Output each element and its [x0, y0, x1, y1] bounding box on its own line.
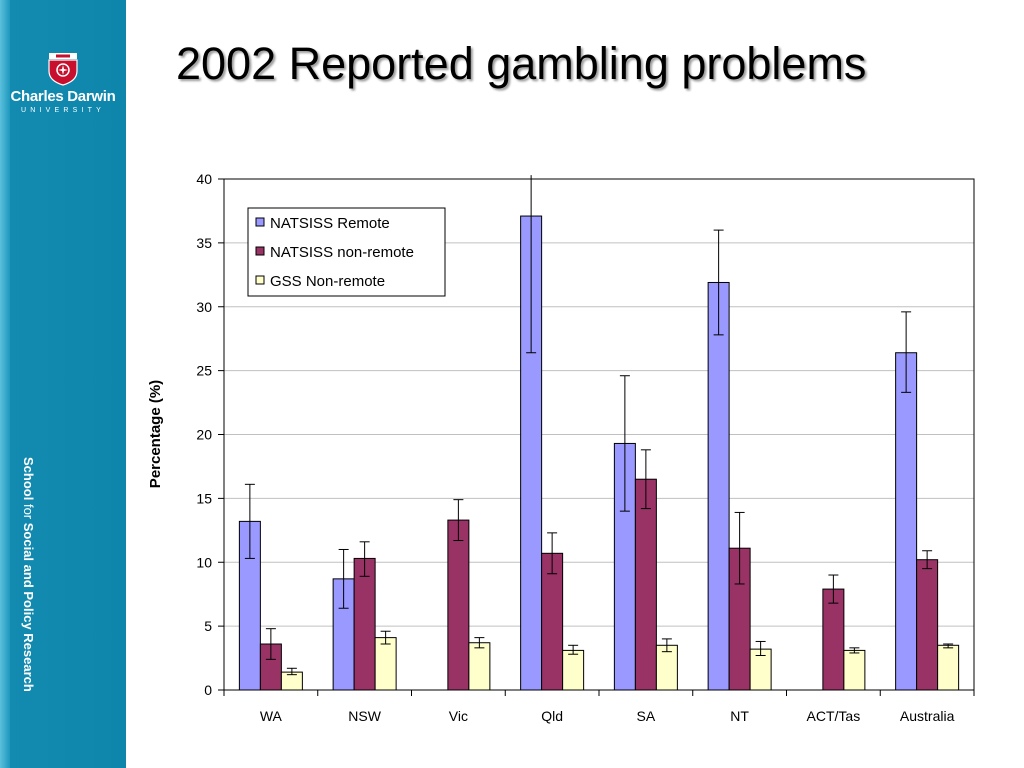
legend-label-2: GSS Non-remote — [270, 273, 385, 290]
bar-gss-non-remote-act-tas — [843, 649, 866, 691]
x-tick-label-sa: SA — [637, 708, 656, 724]
school-name-vertical: School for Social and Policy Research — [16, 457, 36, 747]
sidebar-band: Charles Darwin UNIVERSITY School for Soc… — [0, 0, 126, 768]
legend-swatch-1 — [255, 246, 265, 256]
legend-swatch-2 — [255, 275, 265, 285]
y-tick-label-1: 5 — [204, 618, 212, 634]
x-tick-label-wa: WA — [260, 708, 283, 724]
bar-natsiss-remote-australia — [895, 352, 918, 691]
university-logo: Charles Darwin UNIVERSITY — [0, 52, 126, 114]
sidebar-edge — [0, 0, 10, 768]
bar-gss-non-remote-nsw — [374, 637, 397, 691]
y-tick-label-6: 30 — [196, 299, 212, 315]
y-tick-label-8: 40 — [196, 171, 212, 187]
bar-natsiss-non-remote-nsw — [353, 557, 376, 691]
logo-subtitle: UNIVERSITY — [20, 107, 105, 114]
x-tick-label-nsw: NSW — [348, 708, 381, 724]
y-tick-label-7: 35 — [196, 235, 212, 251]
legend-label-0: NATSISS Remote — [270, 215, 390, 232]
legend-swatch-0 — [255, 217, 265, 227]
bar-natsiss-non-remote-sa — [634, 478, 657, 691]
school-name-part-2: for — [21, 503, 36, 523]
bar-natsiss-remote-nt — [707, 281, 730, 691]
x-tick-label-nt: NT — [730, 708, 749, 724]
bar-gss-non-remote-australia — [937, 644, 960, 691]
slide-title: 2002 Reported gambling problems — [176, 38, 867, 89]
bar-gss-non-remote-vic — [468, 642, 491, 691]
bar-natsiss-non-remote-act-tas — [822, 588, 845, 691]
y-tick-label-5: 25 — [196, 363, 212, 379]
x-tick-label-australia: Australia — [900, 708, 955, 724]
y-tick-label-4: 20 — [196, 427, 212, 443]
x-tick-label-vic: Vic — [449, 708, 468, 724]
y-axis-label: Percentage (%) — [147, 380, 164, 488]
bar-natsiss-non-remote-australia — [916, 559, 939, 691]
bar-gss-non-remote-qld — [562, 649, 585, 691]
school-name-part-1: School — [21, 457, 36, 504]
school-name-part-3: Social and Policy Research — [21, 522, 36, 692]
crest-icon — [48, 53, 78, 86]
y-tick-label-2: 10 — [196, 554, 212, 570]
x-tick-label-qld: Qld — [541, 708, 563, 724]
bar-natsiss-non-remote-vic — [447, 519, 470, 691]
legend-label-1: NATSISS non-remote — [270, 244, 414, 261]
legend-box — [247, 207, 446, 297]
y-tick-label-0: 0 — [204, 682, 212, 698]
y-tick-label-3: 15 — [196, 490, 212, 506]
x-tick-label-act-tas: ACT/Tas — [807, 708, 861, 724]
logo-name: Charles Darwin — [10, 88, 116, 105]
